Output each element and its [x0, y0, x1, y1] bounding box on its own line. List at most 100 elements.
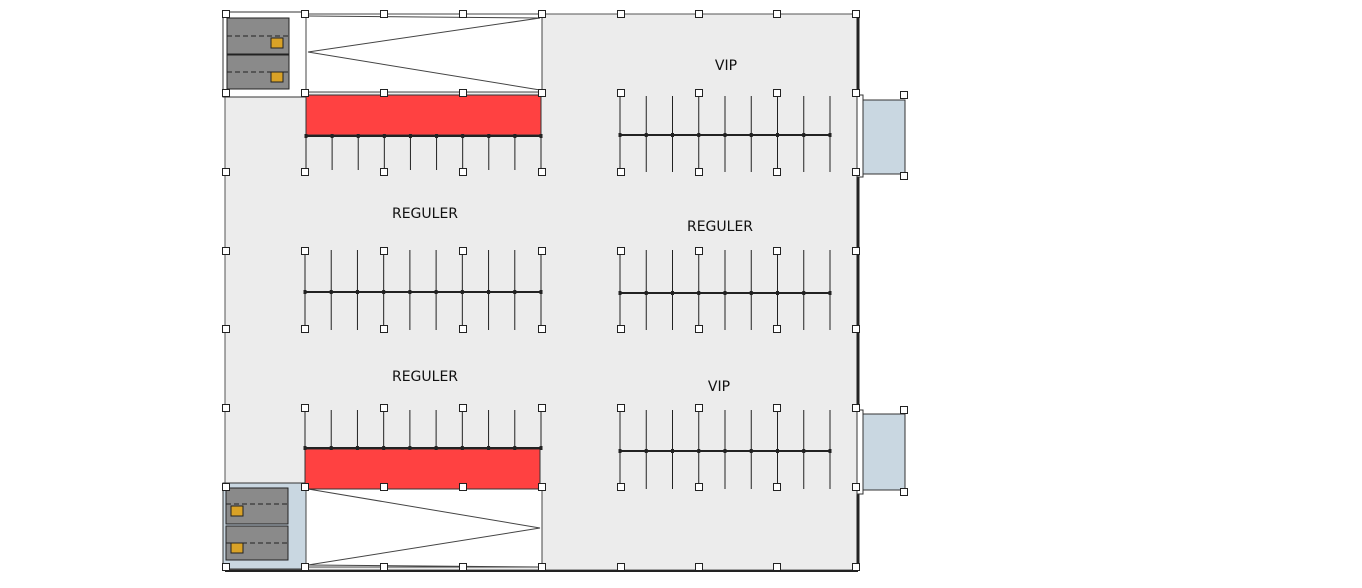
column-marker-icon	[617, 325, 625, 333]
column-marker-icon	[459, 404, 467, 412]
column-marker-icon	[852, 325, 860, 333]
stall-tick	[539, 290, 543, 294]
column-marker-icon	[773, 10, 781, 18]
column-marker-icon	[852, 404, 860, 412]
restricted-bay-bottom	[304, 448, 541, 490]
stall-tick	[408, 290, 412, 294]
stall-tick	[618, 291, 622, 295]
column-marker-icon	[538, 563, 546, 571]
stall-tick	[749, 449, 753, 453]
column-marker-icon	[380, 325, 388, 333]
column-marker-icon	[538, 325, 546, 333]
stall-tick	[828, 133, 832, 137]
restricted-bay-top	[305, 94, 542, 136]
column-marker-icon	[380, 404, 388, 412]
stall-tick	[618, 133, 622, 137]
bottom-ramp	[305, 486, 543, 568]
column-marker-icon	[380, 10, 388, 18]
stall-tick	[513, 446, 517, 450]
stall-tick	[329, 290, 333, 294]
column-marker-icon	[222, 89, 230, 97]
entrance-notch-top	[856, 94, 864, 178]
stall-tick	[776, 449, 779, 453]
column-marker-icon	[773, 563, 781, 571]
stall-tick	[697, 291, 701, 295]
stall-tick	[460, 290, 464, 294]
column-marker-icon	[380, 247, 388, 255]
stall-tick	[828, 291, 832, 295]
column-marker-icon	[695, 168, 703, 176]
column-marker-icon	[380, 563, 388, 571]
stall-tick	[802, 449, 806, 453]
column-marker-icon	[773, 89, 781, 97]
column-marker-icon	[222, 168, 230, 176]
column-marker-icon	[852, 168, 860, 176]
stall-tick	[671, 291, 674, 295]
stall-tick	[723, 291, 727, 295]
column-marker-icon	[900, 172, 908, 180]
stall-tick	[644, 449, 648, 453]
stall-tick	[303, 446, 307, 450]
column-marker-icon	[900, 406, 908, 414]
column-marker-icon	[617, 10, 625, 18]
column-marker-icon	[301, 89, 309, 97]
column-marker-icon	[538, 89, 546, 97]
stall-tick	[356, 134, 360, 138]
bottom-ramp-zigzag	[307, 488, 541, 568]
column-marker-icon	[301, 247, 309, 255]
stall-tick	[513, 290, 517, 294]
column-marker-icon	[695, 483, 703, 491]
top-ramp-zigzag	[307, 15, 541, 91]
stall-tick	[408, 134, 412, 138]
column-marker-icon	[852, 247, 860, 255]
top-ramp	[305, 13, 543, 93]
parked-truck-icon	[225, 487, 289, 525]
column-marker-icon	[617, 89, 625, 97]
stall-tick	[671, 133, 674, 137]
column-marker-icon	[695, 89, 703, 97]
column-marker-icon	[852, 563, 860, 571]
stall-tick	[487, 134, 491, 138]
stall-tick	[749, 133, 753, 137]
column-marker-icon	[222, 404, 230, 412]
column-marker-icon	[538, 247, 546, 255]
entrance-pad-top	[860, 99, 906, 175]
column-marker-icon	[617, 168, 625, 176]
stall-tick	[776, 133, 779, 137]
zone-label-reguler-left: REGULER	[392, 206, 458, 222]
column-marker-icon	[773, 325, 781, 333]
zone-label-vip-top: VIP	[715, 58, 737, 74]
parking-stalls	[303, 96, 832, 489]
column-marker-icon	[301, 10, 309, 18]
stall-tick	[304, 134, 308, 138]
stall-tick	[303, 290, 307, 294]
stall-tick	[749, 291, 753, 295]
column-marker-icon	[459, 483, 467, 491]
column-marker-icon	[900, 91, 908, 99]
column-marker-icon	[222, 10, 230, 18]
column-marker-icon	[852, 483, 860, 491]
column-marker-icon	[301, 483, 309, 491]
column-marker-icon	[459, 89, 467, 97]
stall-tick	[776, 291, 779, 295]
column-marker-icon	[222, 325, 230, 333]
column-marker-icon	[695, 10, 703, 18]
stall-tick	[697, 449, 701, 453]
column-marker-icon	[301, 168, 309, 176]
column-marker-icon	[459, 247, 467, 255]
stall-tick	[329, 446, 333, 450]
stall-tick	[539, 446, 543, 450]
stall-tick	[513, 134, 517, 138]
stall-tick	[460, 446, 464, 450]
column-marker-icon	[538, 483, 546, 491]
stall-tick	[382, 290, 386, 294]
column-marker-icon	[617, 483, 625, 491]
entrance-pad-bottom	[860, 413, 906, 491]
entrance-notch-bottom	[856, 409, 864, 495]
stall-tick	[461, 134, 465, 138]
stall-tick	[644, 133, 648, 137]
stall-tick	[434, 446, 438, 450]
stall-tick	[723, 133, 727, 137]
column-markers	[222, 10, 908, 571]
